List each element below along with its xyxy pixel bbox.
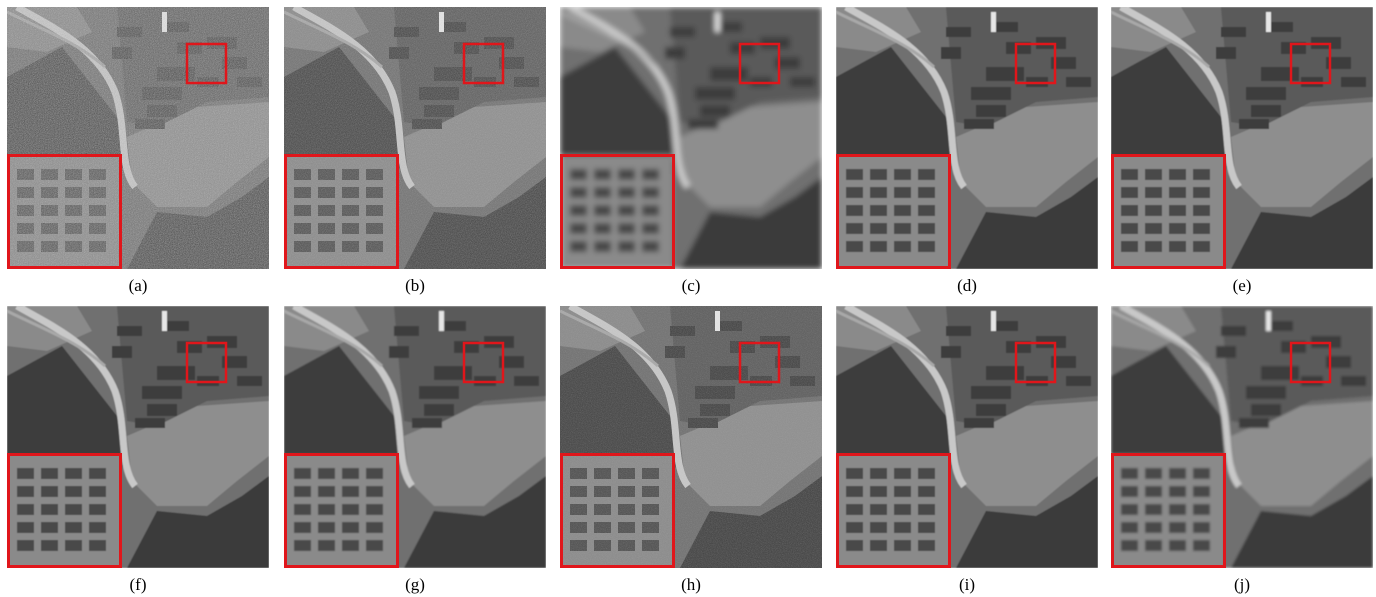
satellite-image	[836, 306, 1098, 568]
panel-caption-d: (d)	[957, 276, 977, 295]
zoom-region-box	[738, 341, 781, 384]
zoom-region-box	[738, 42, 781, 85]
panel-caption-e: (e)	[1232, 276, 1252, 295]
satellite-image	[560, 306, 822, 568]
result-image-e	[1111, 7, 1373, 269]
result-image-b	[284, 7, 546, 269]
result-image-j	[1111, 306, 1373, 568]
satellite-image	[1111, 306, 1373, 568]
satellite-image	[1111, 7, 1373, 269]
panel-caption-c: (c)	[681, 276, 701, 295]
satellite-image	[284, 306, 546, 568]
zoom-inset-frame	[284, 154, 399, 269]
zoom-region-box	[1289, 42, 1332, 85]
satellite-image	[836, 7, 1098, 269]
zoom-inset-frame	[1111, 154, 1226, 269]
zoom-region-box	[185, 42, 228, 85]
zoom-inset-frame	[7, 453, 122, 568]
zoom-region-box	[462, 42, 505, 85]
zoom-inset-frame	[836, 154, 951, 269]
satellite-image	[7, 7, 269, 269]
result-image-d	[836, 7, 1098, 269]
panel-caption-f: (f)	[129, 575, 147, 594]
panel-caption-h: (h)	[681, 575, 701, 594]
panel-caption-a: (a)	[128, 276, 148, 295]
result-image-g	[284, 306, 546, 568]
result-image-a	[7, 7, 269, 269]
zoom-region-box	[1014, 341, 1057, 384]
result-image-h	[560, 306, 822, 568]
panel-caption-i: (i)	[958, 575, 976, 594]
zoom-inset-frame	[1111, 453, 1226, 568]
panel-caption-b: (b)	[405, 276, 425, 295]
zoom-region-box	[1289, 341, 1332, 384]
satellite-image	[284, 7, 546, 269]
zoom-inset-frame	[7, 154, 122, 269]
zoom-inset-frame	[560, 453, 675, 568]
panel-caption-g: (g)	[405, 575, 425, 594]
satellite-image	[7, 306, 269, 568]
zoom-inset-frame	[560, 154, 675, 269]
result-image-c	[560, 7, 822, 269]
zoom-inset-frame	[284, 453, 399, 568]
satellite-image	[560, 7, 822, 269]
result-image-f	[7, 306, 269, 568]
zoom-inset-frame	[836, 453, 951, 568]
result-image-i	[836, 306, 1098, 568]
zoom-region-box	[1014, 42, 1057, 85]
zoom-region-box	[462, 341, 505, 384]
panel-caption-j: (j)	[1233, 575, 1251, 594]
zoom-region-box	[185, 341, 228, 384]
